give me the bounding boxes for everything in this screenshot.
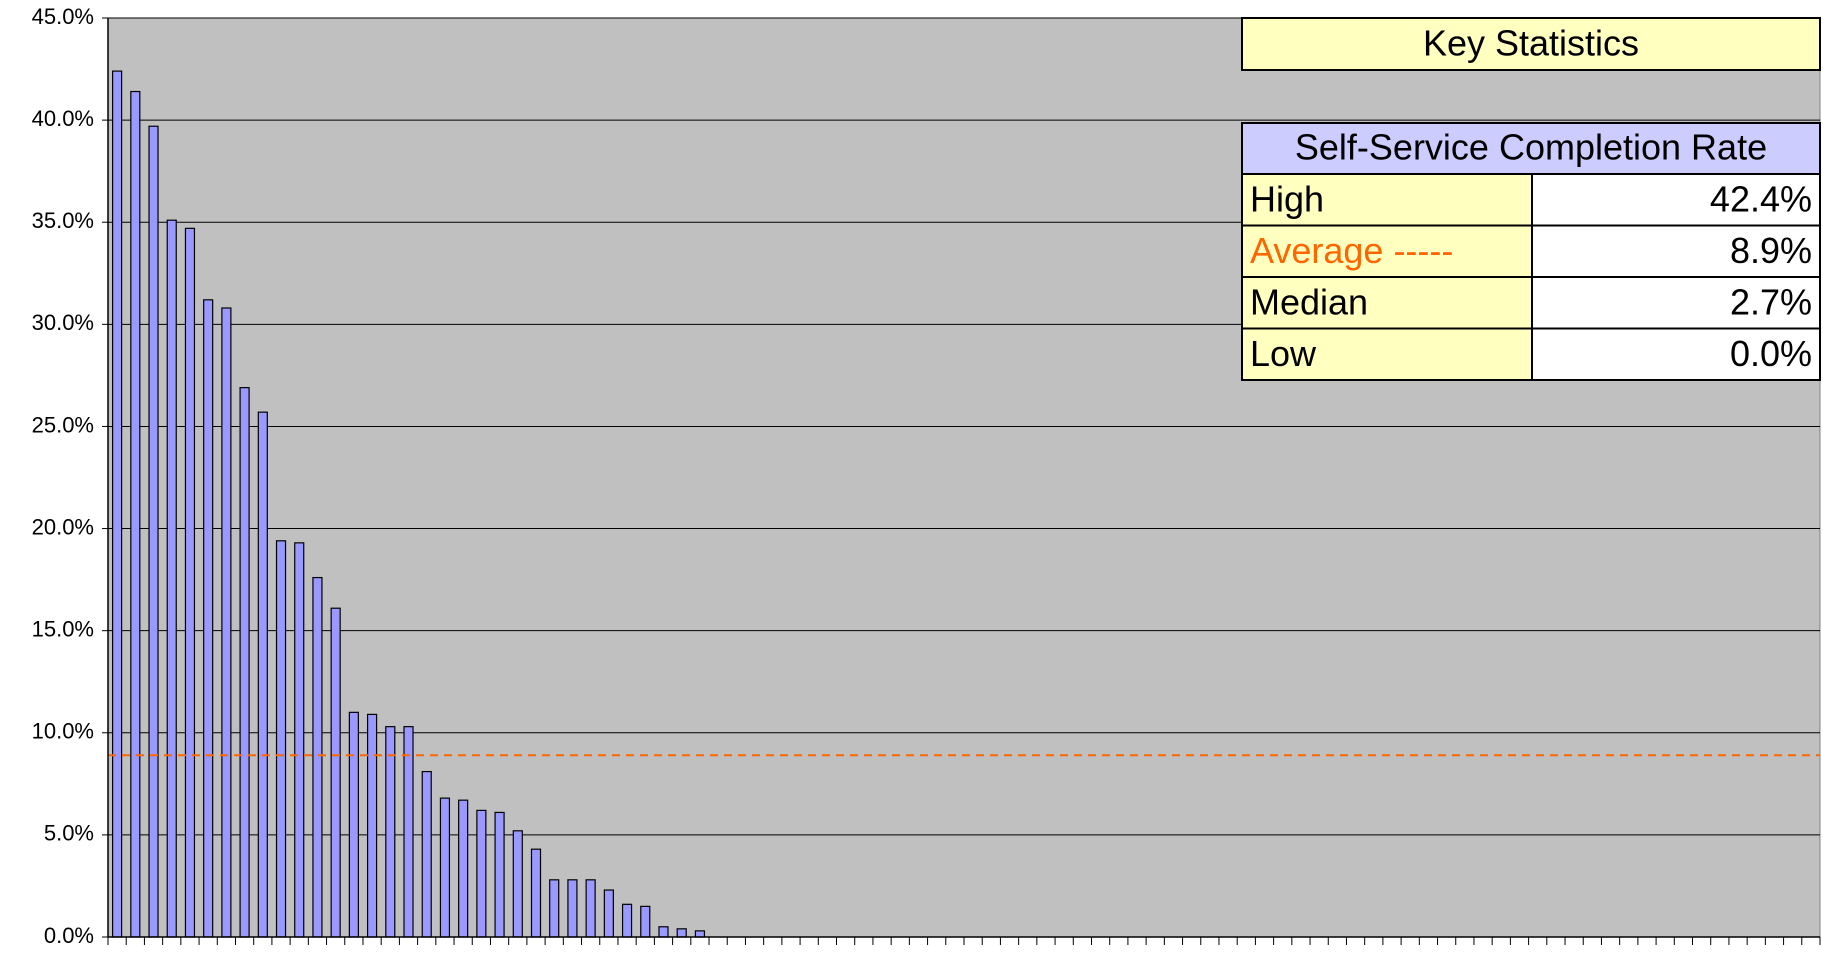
bar xyxy=(512,830,523,938)
y-tick-label: 30.0% xyxy=(32,310,94,335)
bar xyxy=(112,70,123,938)
bar xyxy=(239,387,250,938)
title-box xyxy=(1241,17,1821,71)
stat-label: Low xyxy=(1250,333,1317,374)
bar xyxy=(621,903,633,938)
bar xyxy=(458,799,469,938)
stat-label: Average ----- xyxy=(1250,230,1453,271)
bar xyxy=(421,770,432,938)
bar xyxy=(549,879,560,938)
value-cell xyxy=(1531,327,1821,381)
bar xyxy=(585,879,596,938)
bar xyxy=(148,125,159,938)
stat-label: High xyxy=(1250,178,1324,219)
header-box xyxy=(1241,122,1821,175)
bar xyxy=(203,299,214,938)
y-tick-label: 35.0% xyxy=(32,208,94,233)
y-tick-label: 0.0% xyxy=(44,923,94,948)
bar xyxy=(403,726,414,938)
bar xyxy=(658,926,669,938)
label-cell xyxy=(1241,276,1533,330)
bar xyxy=(348,711,359,938)
bars xyxy=(112,70,706,938)
bar xyxy=(275,540,287,938)
bar xyxy=(694,930,706,938)
y-tick-label: 40.0% xyxy=(32,106,94,131)
bar xyxy=(567,879,578,938)
stat-value: 42.4% xyxy=(1710,178,1812,219)
bar xyxy=(476,809,487,938)
label-cell xyxy=(1241,224,1533,278)
stat-value: 0.0% xyxy=(1730,333,1812,374)
bar xyxy=(221,307,232,938)
bar xyxy=(366,713,378,938)
bar xyxy=(130,90,141,938)
bar xyxy=(439,797,451,938)
y-tick-label: 20.0% xyxy=(32,514,94,539)
stats-header: Self-Service Completion Rate xyxy=(1295,127,1767,168)
bar xyxy=(494,811,505,938)
y-tick-label: 5.0% xyxy=(44,821,94,846)
bar xyxy=(166,219,177,938)
stat-value: 8.9% xyxy=(1730,230,1812,271)
bar xyxy=(294,542,305,938)
bar xyxy=(184,227,196,938)
y-tick-label: 15.0% xyxy=(32,616,94,641)
y-tick-label: 45.0% xyxy=(32,4,94,29)
bar xyxy=(257,411,268,938)
bar xyxy=(385,726,396,938)
bar xyxy=(330,607,341,938)
stats-table: Key Statistics Self-Service Completion R… xyxy=(1241,17,1821,381)
stat-value: 2.7% xyxy=(1730,281,1812,322)
bar xyxy=(640,905,651,938)
bar xyxy=(530,848,542,938)
y-tick-label: 25.0% xyxy=(32,412,94,437)
y-tick-label: 10.0% xyxy=(32,719,94,744)
stat-label: Median xyxy=(1250,281,1368,322)
bar xyxy=(603,889,614,938)
bar xyxy=(312,576,323,938)
stats-title: Key Statistics xyxy=(1423,23,1639,64)
bar xyxy=(676,928,687,938)
value-cell xyxy=(1531,224,1821,278)
